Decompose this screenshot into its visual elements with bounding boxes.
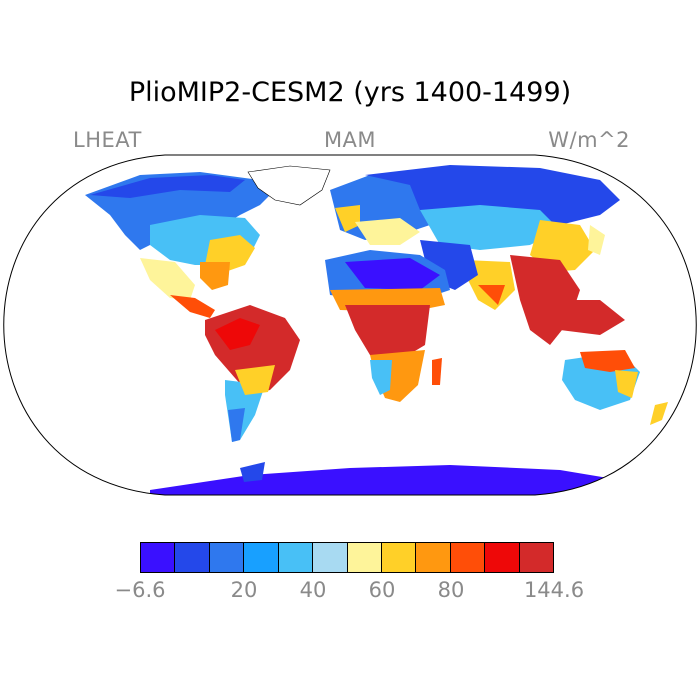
colorbar-tick-label: −6.6 [114, 578, 166, 602]
page-title: PlioMIP2-CESM2 (yrs 1400-1499) [128, 77, 572, 108]
colorbar-segment [347, 543, 382, 572]
new-zealand [650, 402, 668, 425]
sahara [345, 258, 440, 290]
colorbar-segment [381, 543, 417, 572]
colorbar-tick-label: 80 [437, 578, 465, 602]
indonesia [530, 300, 625, 335]
colorbar-segment [209, 543, 245, 572]
colorbar-tick-label: 20 [230, 578, 258, 602]
globe-outline [3, 154, 697, 496]
colorbar-segment [450, 543, 486, 572]
antarctica-peninsula [240, 462, 265, 482]
australia-east [615, 370, 638, 398]
colorbar-segment [519, 543, 554, 572]
colorbar-segment [485, 543, 520, 572]
colorbar-segment [416, 543, 451, 572]
mexico [140, 258, 195, 300]
variable-label: LHEAT [73, 128, 142, 152]
antarctica [150, 465, 620, 495]
australia-north [580, 350, 635, 372]
south-america-mid [235, 365, 275, 395]
colorbar-segment [244, 543, 279, 572]
colorbar-tick-label: 60 [368, 578, 396, 602]
greenland [247, 165, 331, 206]
season-label: MAM [323, 128, 377, 152]
india-south [478, 285, 505, 305]
colorbar-segment [278, 543, 314, 572]
land-fields [85, 165, 668, 495]
colorbar-segment [313, 543, 348, 572]
central-america [170, 295, 215, 318]
north-america-southeast [200, 262, 230, 290]
japan [588, 225, 605, 255]
europe-southwest [335, 205, 360, 232]
units-label: W/m^2 [548, 128, 630, 152]
madagascar [432, 358, 442, 385]
europe-south [355, 218, 420, 245]
north-america-arctic [90, 175, 245, 198]
south-america-southern-tip [228, 408, 245, 442]
colorbar-segment [175, 543, 210, 572]
central-africa [345, 305, 430, 360]
colorbar [140, 542, 554, 573]
south-america-amazon-edge [215, 318, 260, 350]
asia-central [420, 205, 560, 250]
southern-africa-west [370, 360, 392, 395]
colorbar-tick-label: 40 [299, 578, 327, 602]
colorbar-tick-label: 144.6 [523, 578, 585, 602]
colorbar-segment [141, 543, 176, 572]
